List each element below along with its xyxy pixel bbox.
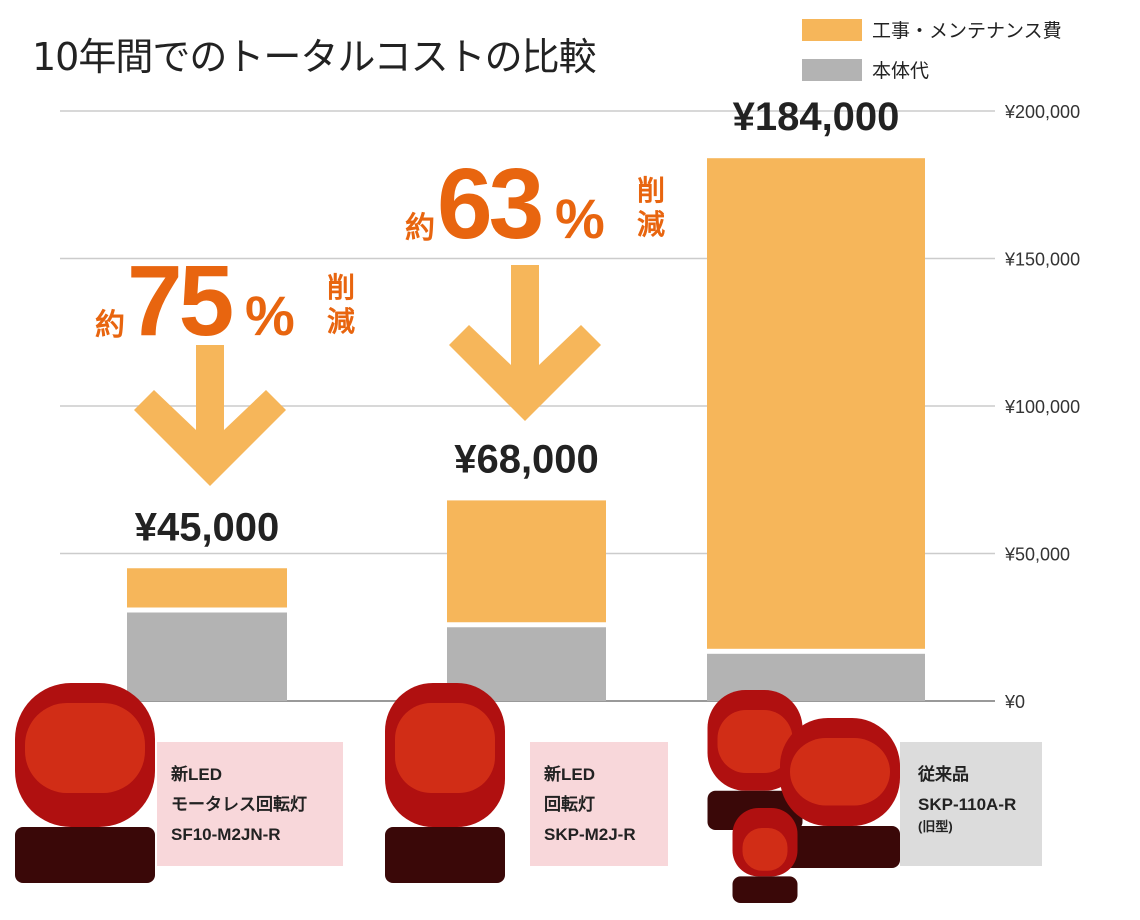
y-tick-label: ¥200,000	[1004, 102, 1080, 122]
annotation-unit: %	[555, 187, 605, 250]
signal-light-image	[790, 738, 890, 806]
legend-item-body: 本体代	[802, 56, 929, 83]
annotation-value: 63	[437, 148, 541, 260]
product-model: SKP-110A-R	[918, 795, 1017, 814]
y-tick-label: ¥50,000	[1004, 545, 1070, 565]
y-tick-label: ¥100,000	[1004, 397, 1080, 417]
bar-segment-maintenance	[447, 500, 606, 623]
down-arrow-icon	[449, 265, 601, 421]
annotation-prefix: 約	[95, 309, 125, 342]
annotation-unit: %	[245, 284, 295, 347]
product-model: SF10-M2JN-R	[171, 825, 281, 844]
bar-segment-maintenance	[127, 568, 287, 608]
annotation-suffix: 削	[327, 272, 355, 303]
legend-swatch	[802, 18, 862, 41]
legend-item-maintenance: 工事・メンテナンス費	[802, 16, 1062, 43]
annotation-suffix: 削	[637, 175, 665, 206]
down-arrow-icon	[134, 345, 286, 486]
product-line1: 新LED	[171, 765, 222, 784]
product-label-1: 新LED モータレス回転灯 SF10-M2JN-R	[157, 742, 343, 866]
signal-light-image	[732, 876, 798, 903]
total-label: ¥45,000	[135, 505, 280, 549]
signal-light-image	[385, 827, 505, 883]
product-line1: 従来品	[918, 765, 969, 784]
legend-swatch	[802, 58, 862, 81]
y-tick-label: ¥0	[1004, 692, 1025, 712]
annotation-value: 75	[127, 245, 232, 357]
signal-light-image	[395, 703, 495, 793]
annotation-prefix: 約	[405, 212, 435, 245]
total-label: ¥184,000	[733, 95, 900, 139]
legend-label: 工事・メンテナンス費	[872, 20, 1062, 42]
product-line2: 回転灯	[544, 795, 595, 814]
chart-title: 10年間でのトータルコストの比較	[32, 35, 597, 79]
y-tick-label: ¥150,000	[1004, 250, 1080, 270]
product-label-3: 従来品 SKP-110A-R (旧型)	[900, 742, 1042, 866]
signal-light-image	[717, 710, 793, 773]
signal-light-image	[25, 703, 145, 793]
signal-light-image	[742, 828, 788, 871]
annotation-suffix: 減	[327, 306, 355, 337]
product-model: SKP-M2J-R	[544, 825, 636, 844]
product-note: (旧型)	[918, 819, 953, 834]
bar-segment-maintenance	[707, 158, 925, 649]
product-line1: 新LED	[544, 765, 595, 784]
product-line2: モータレス回転灯	[171, 795, 307, 814]
total-label: ¥68,000	[454, 437, 599, 481]
signal-light-image	[780, 826, 900, 868]
signal-light-image	[15, 827, 155, 883]
bar-segment-body	[127, 612, 287, 701]
annotation-suffix: 減	[637, 209, 665, 240]
legend-label: 本体代	[872, 60, 930, 82]
product-label-2: 新LED 回転灯 SKP-M2J-R	[530, 742, 668, 866]
